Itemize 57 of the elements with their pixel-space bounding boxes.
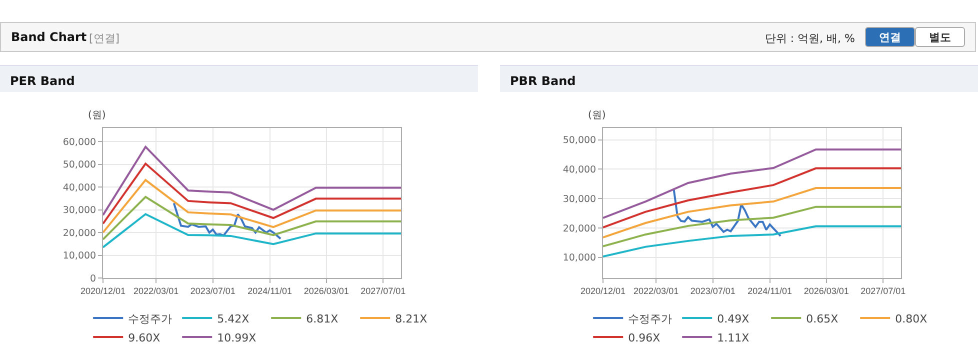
y-axis-title: (원) (88, 110, 106, 121)
x-tick-label: 2024/11/01 (248, 286, 292, 296)
chart-title: PBR Band (500, 65, 978, 92)
y-tick-label: 30,000 (562, 194, 596, 205)
x-tick-label: 2024/11/01 (748, 286, 792, 296)
toggle-button: 연결 (865, 27, 915, 47)
x-tick-label: 2026/03/01 (304, 286, 349, 296)
legend-label: 8.21X (395, 312, 428, 326)
x-tick-label: 2023/07/01 (190, 286, 236, 296)
legend-label: 10.99X (217, 331, 257, 344)
y-tick-label: 20,000 (562, 223, 596, 234)
line-series (603, 167, 901, 228)
line-series (103, 213, 401, 248)
y-tick-label: 30,000 (62, 205, 96, 216)
legend-label: 1.11X (717, 331, 750, 344)
chart-title: PER Band (0, 65, 478, 92)
y-tick-label: 50,000 (562, 135, 596, 146)
legend-label: 5.42X (217, 312, 250, 326)
y-tick-label: 50,000 (62, 160, 96, 171)
legend-label: 0.65X (806, 312, 839, 326)
text: Band Chart (11, 30, 87, 44)
legend-label: 9.60X (128, 331, 161, 344)
y-tick-label: 60,000 (62, 136, 96, 148)
line-series (672, 189, 782, 237)
y-tick-label: 10,000 (62, 250, 96, 262)
x-tick-label: 2026/03/01 (804, 286, 849, 296)
y-tick-label: 40,000 (62, 182, 96, 194)
line-series (603, 148, 901, 219)
line-series (603, 225, 901, 258)
text: [연결] (89, 31, 120, 46)
text: 단위 : 억원, 배, % (764, 31, 855, 46)
line-series (103, 196, 401, 240)
legend-label: 0.96X (628, 331, 661, 344)
legend-label: 수정주가 (628, 312, 672, 326)
y-tick-label: 20,000 (62, 228, 96, 239)
legend-label: 6.81X (306, 312, 339, 326)
legend-label: 0.80X (895, 312, 928, 326)
line-series (103, 179, 401, 234)
y-tick-label: 10,000 (562, 252, 596, 264)
line-series (172, 202, 282, 240)
x-tick-label: 2023/07/01 (690, 286, 736, 296)
legend-label: 0.49X (717, 312, 750, 326)
legend-label: 수정주가 (128, 312, 172, 326)
x-tick-label: 2020/12/01 (80, 286, 126, 296)
x-tick-label: 2027/07/01 (360, 286, 406, 296)
y-tick-label: 40,000 (562, 164, 596, 176)
line-series (103, 146, 401, 216)
y-axis-title: (원) (588, 110, 606, 121)
x-tick-label: 2020/12/01 (580, 286, 626, 296)
x-tick-label: 2022/03/01 (134, 286, 179, 296)
line-series (103, 162, 401, 225)
line-series (603, 187, 901, 238)
y-tick-label: 0 (90, 273, 96, 284)
line-series (603, 206, 901, 248)
toggle-button: 별도 (915, 27, 965, 47)
x-tick-label: 2022/03/01 (634, 286, 679, 296)
x-tick-label: 2027/07/01 (860, 286, 906, 296)
